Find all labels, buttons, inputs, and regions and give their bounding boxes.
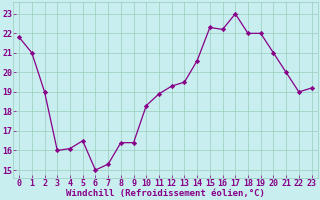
X-axis label: Windchill (Refroidissement éolien,°C): Windchill (Refroidissement éolien,°C) bbox=[66, 189, 265, 198]
